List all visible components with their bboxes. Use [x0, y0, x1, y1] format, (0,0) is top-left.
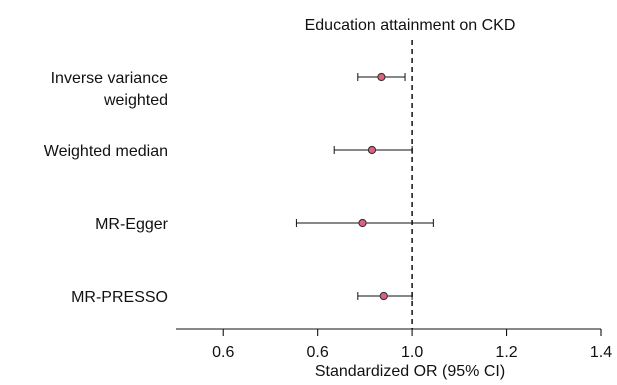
- point-estimate: [379, 291, 388, 301]
- chart-title: Education attainment on CKD: [305, 17, 516, 34]
- point-estimate: [377, 72, 386, 82]
- method-label: Inverse variance: [51, 70, 168, 87]
- method-labels: Inverse variance weighted Weighted median M…: [44, 70, 169, 306]
- x-axis-title: Standardized OR (95% CI): [315, 363, 505, 380]
- method-label: Weighted median: [44, 143, 168, 160]
- method-label: MR-PRESSO: [71, 289, 168, 306]
- method-label: MR-Egger: [95, 216, 169, 233]
- method-label: weighted: [103, 92, 168, 109]
- point-estimate: [358, 218, 367, 228]
- x-tick-label: 0.6: [307, 344, 329, 361]
- x-tick-label: 1.4: [590, 344, 612, 361]
- x-tick-label: 0.6: [212, 344, 234, 361]
- x-axis-ticks: 0.6 0.6 1.0 1.2 1.4: [212, 329, 612, 361]
- x-tick-label: 1.2: [495, 344, 517, 361]
- point-estimates: [358, 72, 388, 301]
- point-estimate: [367, 145, 377, 155]
- x-tick-label: 1.0: [401, 344, 423, 361]
